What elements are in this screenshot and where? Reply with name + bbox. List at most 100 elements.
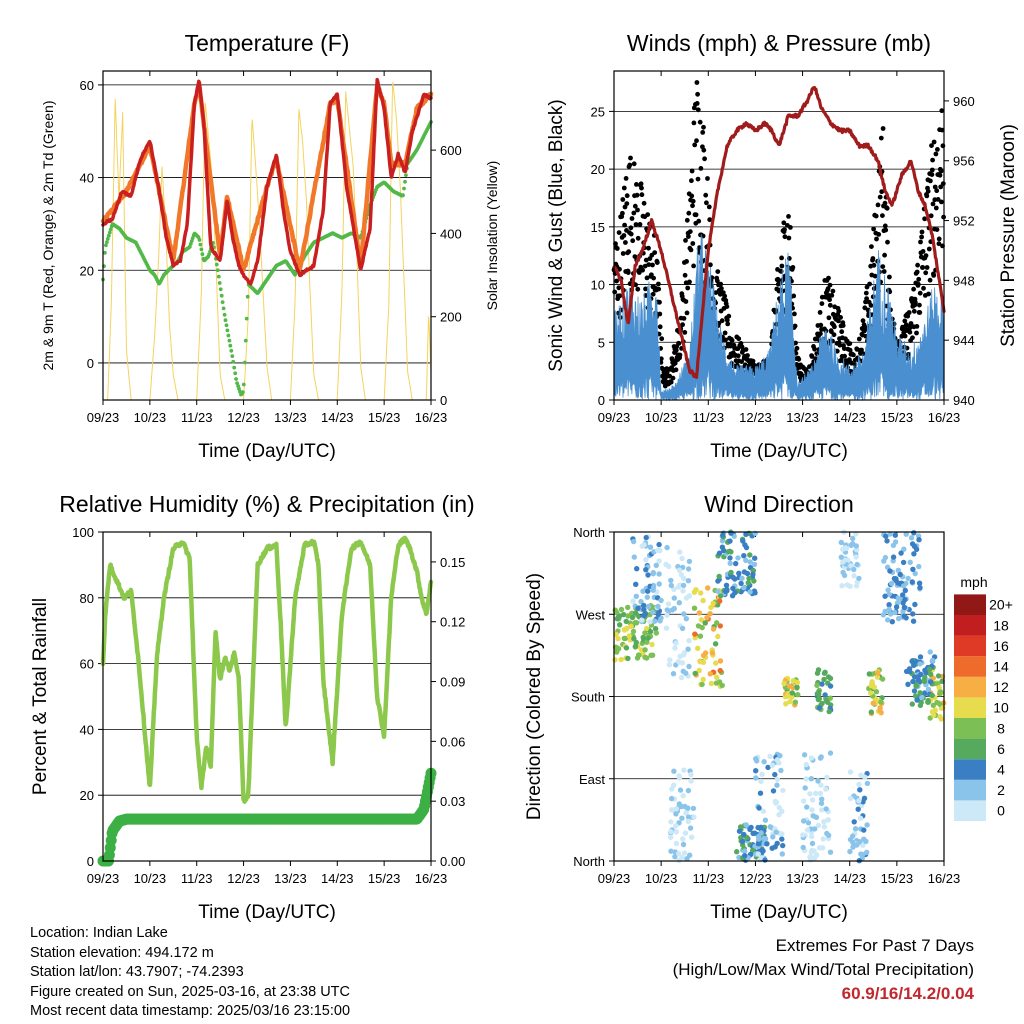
direction-point (902, 587, 908, 594)
direction-point (795, 692, 801, 698)
gust-point (736, 336, 742, 342)
y-axis-label: Sonic Wind & Gust (Blue, Black) (546, 99, 567, 371)
direction-point (912, 570, 918, 577)
direction-point (875, 670, 881, 676)
direction-point (741, 831, 747, 838)
colorbar-label: 2 (997, 782, 1005, 798)
plot-area (103, 532, 431, 861)
direction-point (753, 756, 759, 762)
direction-point (815, 778, 821, 784)
td-point (207, 252, 212, 257)
gust-point (723, 337, 728, 343)
y-tick-label: 40 (80, 171, 94, 186)
gust-point (739, 344, 745, 350)
direction-point (816, 705, 823, 711)
direction-point (743, 531, 749, 537)
gust-point (628, 225, 634, 231)
gust-point (928, 178, 933, 184)
gust-point (689, 193, 695, 199)
td-point (216, 274, 221, 279)
direction-point (644, 625, 650, 632)
direction-point (868, 709, 874, 715)
direction-point (819, 845, 826, 851)
gust-point (920, 265, 926, 270)
direction-point (732, 590, 738, 596)
direction-point (739, 575, 745, 581)
gust-point (937, 172, 943, 178)
gust-point (834, 348, 840, 354)
gust-point (637, 222, 643, 227)
direction-point (901, 604, 908, 611)
gust-point (818, 331, 823, 337)
direction-point (632, 643, 639, 649)
gust-point (724, 304, 730, 309)
direction-point (631, 636, 637, 642)
gust-point (614, 246, 620, 251)
gust-point (694, 80, 700, 85)
gust-point (812, 346, 817, 352)
td-point (222, 312, 227, 317)
direction-point (633, 581, 639, 587)
direction-point (903, 531, 909, 537)
direction-point (657, 618, 663, 624)
direction-point (929, 657, 936, 664)
direction-point (612, 657, 618, 663)
x-tick-label: 13/23 (786, 410, 819, 425)
direction-point (635, 605, 641, 611)
gust-point (939, 108, 945, 114)
gust-point (819, 301, 825, 306)
gust-point (681, 316, 687, 321)
direction-point (667, 657, 673, 663)
gust-point (704, 200, 709, 206)
direction-point (780, 787, 786, 794)
gust-point (689, 168, 695, 174)
gust-point (938, 168, 944, 174)
direction-point (808, 755, 815, 761)
direction-point (827, 849, 834, 855)
y2-tick-label: 952 (953, 214, 975, 229)
direction-point (647, 628, 654, 635)
direction-point (656, 581, 662, 587)
gust-point (630, 238, 636, 244)
direction-point (664, 544, 670, 551)
direction-point (712, 641, 719, 647)
direction-point (716, 573, 722, 580)
gust-point (673, 347, 679, 353)
direction-point (851, 566, 857, 573)
y-axis-label: 2m & 9m T (Red, Orange) & 2m Td (Green) (40, 101, 56, 371)
direction-point (887, 531, 893, 537)
direction-point (618, 656, 624, 663)
direction-point (762, 836, 769, 842)
direction-point (739, 838, 746, 845)
direction-point (656, 558, 662, 564)
direction-point (824, 830, 830, 837)
direction-point (787, 698, 793, 705)
direction-point (707, 611, 713, 617)
gust-point (826, 275, 831, 281)
gust-point (933, 151, 939, 157)
y-tick-label: 25 (591, 104, 605, 119)
direction-point (665, 601, 672, 607)
direction-point (638, 598, 644, 605)
direction-point (745, 580, 751, 586)
gust-point (847, 341, 853, 346)
direction-point (649, 652, 656, 658)
direction-point (717, 593, 724, 599)
td-point (200, 252, 205, 257)
direction-point (925, 699, 931, 705)
direction-point (821, 824, 828, 830)
gust-point (625, 270, 631, 275)
direction-point (686, 638, 692, 644)
gust-point (841, 346, 847, 351)
direction-point (770, 834, 776, 840)
direction-point (892, 532, 898, 538)
td-point (190, 236, 195, 241)
direction-point (916, 580, 923, 586)
gust-point (883, 227, 889, 233)
gust-point (676, 341, 682, 346)
gust-point (628, 231, 634, 237)
direction-point (916, 537, 922, 543)
direction-point (692, 670, 698, 677)
gust-point (910, 335, 915, 341)
y2-tick-label: 940 (953, 393, 975, 408)
